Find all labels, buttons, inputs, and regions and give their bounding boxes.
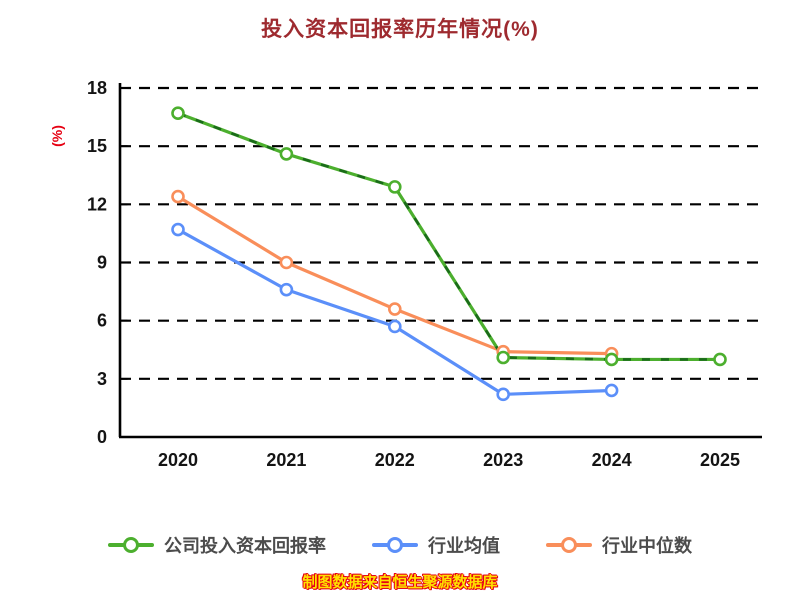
series-line-company-roic — [177, 111, 720, 362]
legend-marker-industry-mean-icon — [372, 537, 418, 553]
data-point-industry-median-2021 — [279, 255, 294, 270]
data-point-company-roic-2021 — [279, 147, 294, 161]
legend-dot-swatch — [561, 537, 577, 553]
y-tick-label: 9 — [97, 253, 107, 273]
legend: 公司投入资本回报率 行业均值 行业中位数 — [0, 532, 800, 558]
x-tick-label: 2024 — [592, 450, 632, 470]
legend-dot-swatch — [387, 537, 403, 553]
y-tick-label: 0 — [97, 427, 107, 447]
y-tick-label: 15 — [87, 136, 107, 156]
legend-label-company-roic: 公司投入资本回报率 — [164, 536, 326, 556]
y-tick-label: 6 — [97, 311, 107, 331]
data-point-company-roic-2022 — [387, 180, 402, 194]
data-point-company-roic-2024 — [604, 352, 619, 367]
legend-marker-company-roic-icon — [108, 537, 154, 553]
data-point-industry-median-2020 — [171, 189, 185, 204]
data-point-industry-mean-2022 — [387, 319, 402, 334]
x-tick-label: 2025 — [700, 450, 740, 470]
data-point-industry-mean-2023 — [496, 387, 511, 402]
legend-dot-swatch — [123, 537, 139, 553]
x-tick-label: 2021 — [266, 450, 306, 470]
legend-item-company-roic: 公司投入资本回报率 — [108, 532, 326, 558]
chart-title: 投入资本回报率历年情况(%) — [261, 18, 539, 41]
x-tick-label: 2022 — [375, 450, 415, 470]
data-point-company-roic-2020 — [171, 106, 185, 121]
data-point-company-roic-2023 — [496, 350, 511, 365]
x-tick-label: 2023 — [483, 450, 523, 470]
y-tick-label: 18 — [87, 78, 107, 98]
legend-item-industry-mean: 行业均值 — [372, 532, 500, 558]
series-line-dash-overlay-company-roic — [177, 111, 720, 361]
legend-label-industry-mean: 行业均值 — [428, 536, 500, 556]
legend-label-industry-median: 行业中位数 — [602, 536, 692, 556]
legend-item-industry-median: 行业中位数 — [546, 532, 692, 558]
legend-marker-industry-median-icon — [546, 537, 592, 553]
data-point-industry-median-2022 — [387, 302, 402, 316]
data-point-industry-mean-2021 — [279, 282, 294, 297]
data-point-industry-mean-2024 — [604, 383, 619, 398]
data-point-company-roic-2025 — [713, 352, 727, 367]
data-source-caption: 制图数据来自恒生聚源数据库 — [302, 574, 498, 591]
x-tick-label: 2020 — [158, 450, 198, 470]
data-point-industry-mean-2020 — [171, 222, 185, 237]
y-tick-label: 12 — [87, 194, 107, 214]
y-tick-label: 3 — [97, 369, 107, 389]
